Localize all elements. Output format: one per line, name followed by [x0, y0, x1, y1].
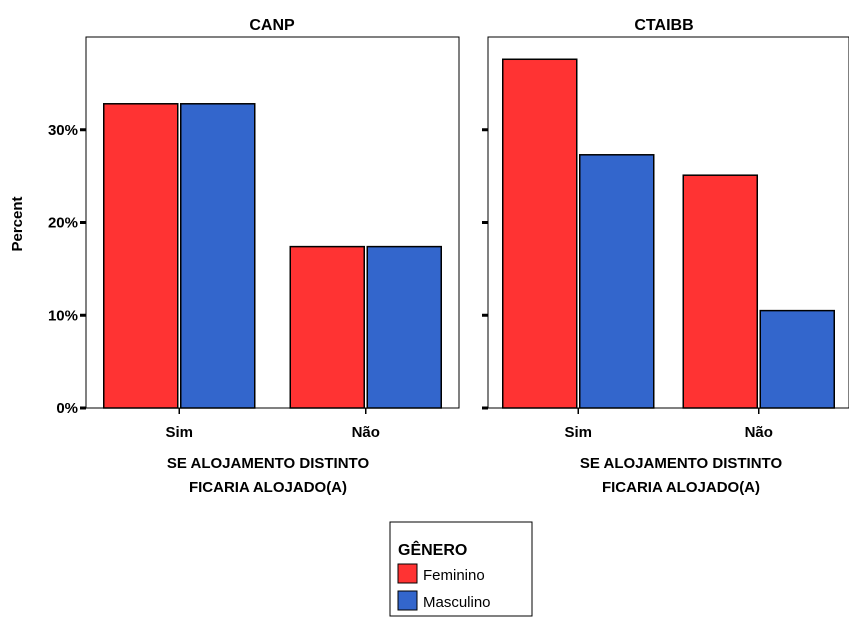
legend-title: GÊNERO: [398, 540, 467, 559]
bar-ctaibb-feminino-1: [682, 174, 758, 409]
y-tick-label: 30%: [48, 122, 78, 139]
x-tick-label: Não: [352, 424, 380, 441]
legend-label-feminino: Feminino: [423, 567, 485, 584]
bar-ctaibb-masculino-0: [579, 154, 655, 409]
y-tick-label: 10%: [48, 307, 78, 324]
y-axis-title: Percent: [9, 196, 26, 251]
x-axis-title: FICARIA ALOJADO(A): [189, 479, 347, 496]
bar-canp-masculino-0: [180, 103, 256, 409]
y-tick-label: 20%: [48, 215, 78, 232]
y-tick-label: 0%: [56, 400, 78, 417]
x-axis-title: SE ALOJAMENTO DISTINTO: [580, 455, 783, 472]
bar-ctaibb-feminino-0: [502, 58, 578, 409]
x-axis-title: SE ALOJAMENTO DISTINTO: [167, 455, 370, 472]
legend-swatch-feminino: [397, 563, 418, 584]
legend-label-masculino: Masculino: [423, 594, 491, 611]
x-tick-label: Sim: [165, 424, 193, 441]
legend-swatch-masculino: [397, 590, 418, 611]
bar-canp-feminino-0: [103, 103, 179, 409]
panel-title: CTAIBB: [634, 17, 693, 34]
bar-ctaibb-masculino-1: [759, 309, 835, 409]
x-axis-title: FICARIA ALOJADO(A): [602, 479, 760, 496]
legend: GÊNERO Feminino Masculino: [389, 521, 533, 617]
x-tick-label: Sim: [564, 424, 592, 441]
panel-title: CANP: [249, 17, 295, 34]
bar-canp-feminino-1: [289, 245, 365, 409]
panel-canp: CANP 0% 10% 20% 30% Sim Não SE ALOJAMENTO DISTI…: [48, 17, 460, 496]
bar-canp-masculino-1: [366, 245, 442, 409]
panel-ctaibb: CTAIBB Sim Não SE ALOJAMENTO DISTINTO FICARI…: [482, 17, 849, 496]
x-tick-label: Não: [745, 424, 773, 441]
